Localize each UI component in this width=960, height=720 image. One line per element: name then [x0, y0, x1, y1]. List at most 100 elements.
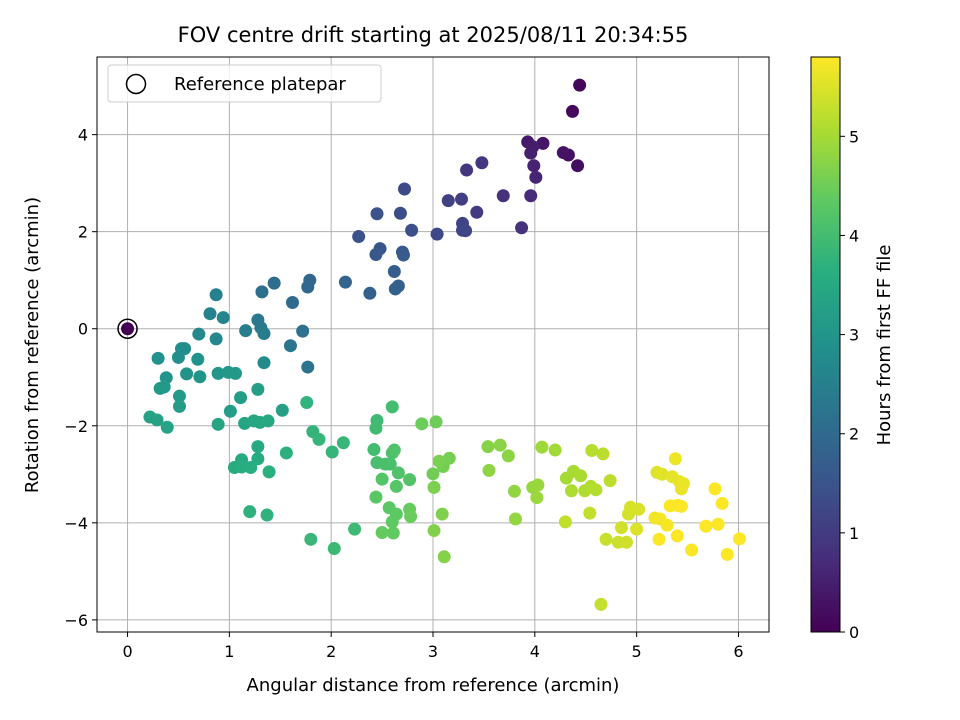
data-point [389, 479, 403, 493]
data-point [367, 443, 381, 457]
data-point [304, 532, 318, 546]
data-point [571, 159, 585, 173]
data-point [153, 381, 167, 395]
data-point [216, 311, 230, 325]
x-tick-label: 2 [326, 642, 336, 661]
data-point [267, 276, 281, 290]
data-point [203, 307, 217, 321]
data-point [603, 474, 617, 488]
data-point [437, 550, 451, 564]
data-point [699, 519, 713, 533]
data-point [251, 382, 265, 396]
data-point [388, 282, 402, 296]
y-tick-label: 4 [78, 126, 88, 145]
data-point [556, 146, 570, 160]
data-point [574, 469, 588, 483]
data-point [508, 512, 522, 526]
data-point [385, 400, 399, 414]
legend-label: Reference platepar [174, 74, 346, 95]
data-point [296, 324, 310, 338]
data-point [338, 275, 352, 289]
data-point [255, 285, 269, 299]
y-tick-label: −4 [64, 514, 88, 533]
data-point [151, 351, 165, 365]
data-point [301, 360, 315, 374]
data-point [257, 356, 271, 370]
reference-marker-group [117, 318, 138, 339]
x-tick-label: 6 [733, 642, 743, 661]
data-point [211, 366, 225, 380]
data-point [426, 467, 440, 481]
data-point [427, 480, 441, 494]
data-point [619, 535, 633, 549]
data-point [391, 466, 405, 480]
data-point [327, 542, 341, 556]
data-point [312, 432, 326, 446]
data-point [172, 399, 186, 413]
y-axis-ticks: −6 −4 −2 0 2 4 [64, 126, 97, 630]
data-point [460, 163, 474, 177]
data-point [585, 444, 599, 458]
data-point [427, 524, 441, 538]
data-point [375, 472, 389, 486]
legend-box [107, 64, 382, 103]
data-point [558, 515, 572, 529]
data-point [429, 415, 443, 429]
colorbar-tick-label: 1 [849, 524, 859, 543]
data-point [386, 526, 400, 540]
data-point [387, 264, 401, 278]
data-point [275, 403, 289, 417]
data-point [630, 522, 644, 536]
data-point [594, 597, 608, 611]
data-point [235, 460, 249, 474]
data-point [565, 104, 579, 118]
x-tick-label: 0 [122, 642, 132, 661]
data-point [279, 446, 293, 460]
data-point [193, 370, 207, 384]
data-point [369, 421, 383, 435]
data-point [660, 518, 674, 532]
data-point [228, 366, 242, 380]
data-point [369, 490, 383, 504]
data-point [251, 440, 265, 454]
data-point [720, 547, 734, 561]
data-point [493, 438, 507, 452]
data-point [530, 491, 544, 505]
legend: Reference platepar [107, 64, 382, 103]
data-point [383, 457, 397, 471]
data-point [455, 192, 469, 206]
data-point [191, 352, 205, 366]
y-tick-label: −6 [64, 611, 88, 630]
y-tick-label: −2 [64, 417, 88, 436]
data-point [404, 510, 418, 524]
data-point [251, 452, 265, 466]
data-point [211, 417, 225, 431]
data-point [243, 505, 257, 519]
data-point [548, 443, 562, 457]
data-point [121, 322, 135, 336]
data-point [396, 248, 410, 262]
data-point [397, 182, 411, 196]
data-point [375, 526, 389, 540]
data-point [652, 532, 666, 546]
data-point [732, 532, 746, 546]
x-axis-label: Angular distance from reference (arcmin) [247, 675, 620, 696]
data-point [403, 473, 417, 487]
data-point [223, 404, 237, 418]
data-point [564, 484, 578, 498]
colorbar-gradient [810, 56, 841, 633]
data-point [442, 451, 456, 465]
colorbar-tick-label: 5 [849, 127, 859, 146]
y-tick-label: 2 [78, 223, 88, 242]
data-point [150, 413, 164, 427]
data-point [501, 449, 515, 463]
data-point [475, 156, 489, 170]
colorbar-ticks: 0 1 2 3 4 5 [840, 127, 859, 642]
data-point [459, 224, 473, 238]
data-point [524, 146, 538, 160]
data-points [121, 78, 746, 611]
data-point [405, 223, 419, 237]
data-point [285, 296, 299, 310]
data-point [531, 478, 545, 492]
